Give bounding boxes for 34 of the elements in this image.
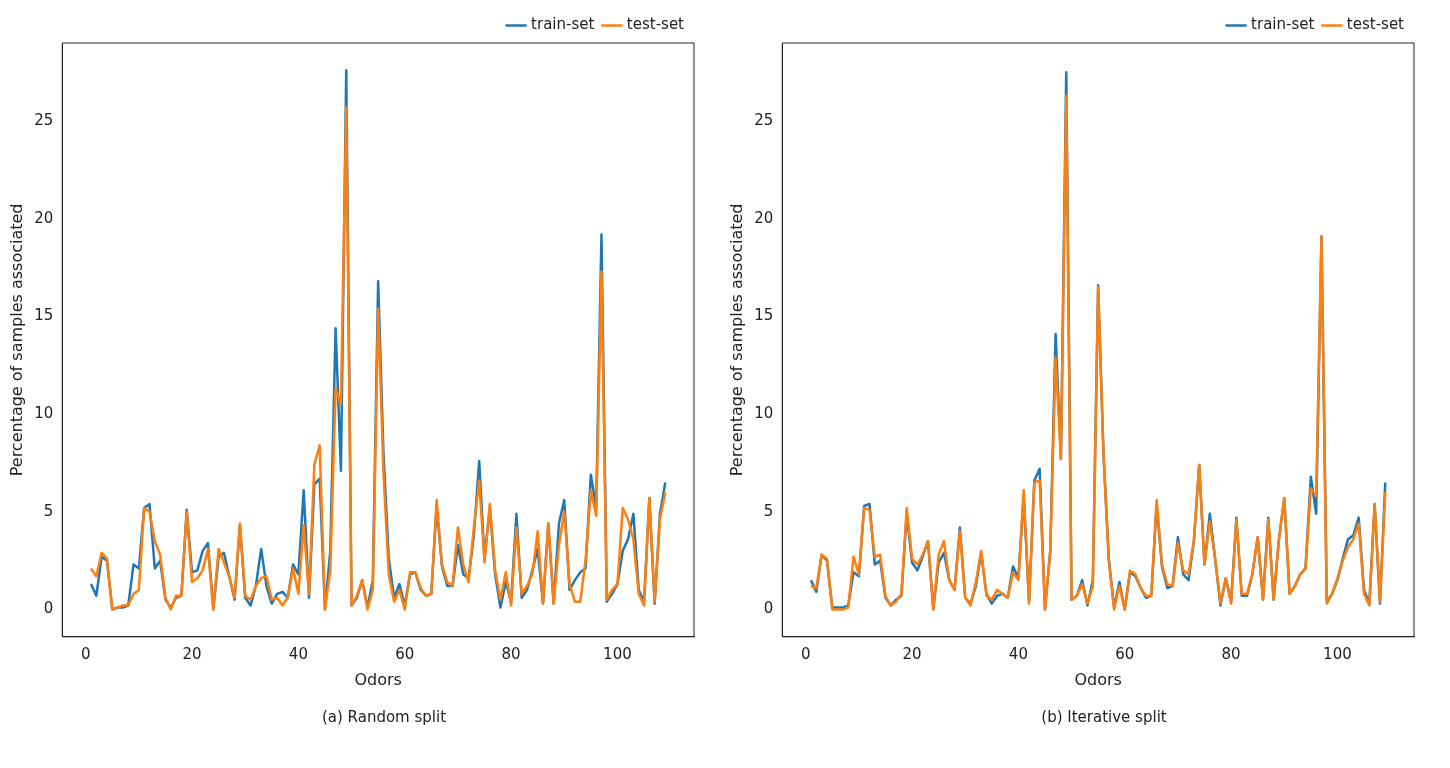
y-tick-label: 15 [34, 306, 54, 325]
y-tick-label: 0 [763, 599, 774, 618]
x-tick-label: 100 [1323, 644, 1352, 663]
y-tick-label: 25 [34, 111, 54, 130]
x-axis-title: Odors [1074, 669, 1122, 689]
y-tick-label: 0 [43, 599, 54, 618]
legend-label: test-set [1346, 15, 1405, 34]
y-axis-title: Percentage of samples associated [726, 203, 746, 477]
text: (a) Random split [320, 708, 448, 726]
y-tick-label: 5 [43, 501, 54, 520]
x-tick-label: 80 [501, 644, 521, 663]
y-tick-label: 20 [754, 208, 774, 227]
legend-label: train-set [1251, 15, 1315, 34]
y-tick-label: 20 [34, 208, 54, 227]
x-axis-title: Odors [354, 669, 402, 689]
x-tick-label: 100 [603, 644, 632, 663]
x-tick-label: 80 [1221, 644, 1241, 663]
text: (b) Iterative split [1040, 708, 1168, 726]
y-tick-label: 10 [34, 404, 54, 423]
y-tick-label: 25 [754, 111, 774, 130]
x-tick-label: 20 [902, 644, 922, 663]
x-tick-label: 20 [182, 644, 202, 663]
x-tick-label: 60 [395, 644, 415, 663]
y-tick-label: 15 [754, 306, 774, 325]
x-tick-label: 40 [288, 644, 308, 663]
y-tick-label: 10 [754, 404, 774, 423]
x-tick-label: 40 [1008, 644, 1028, 663]
y-tick-label: 5 [763, 501, 774, 520]
x-tick-label: 60 [1115, 644, 1135, 663]
legend-label: train-set [531, 15, 595, 34]
y-axis-title: Percentage of samples associated [6, 203, 26, 477]
legend-label: test-set [626, 15, 685, 34]
x-tick-label: 0 [800, 644, 811, 663]
x-tick-label: 0 [80, 644, 91, 663]
